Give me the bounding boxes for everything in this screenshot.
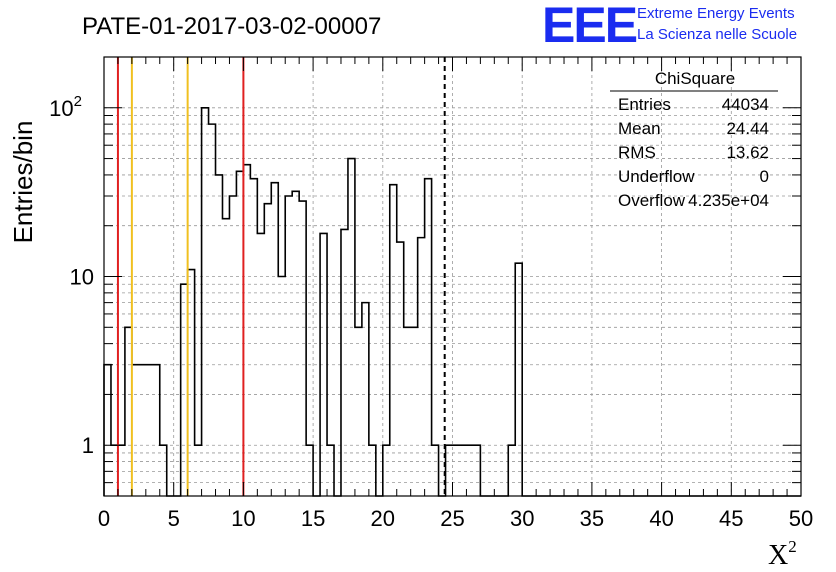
x-tick-label: 30 [510, 506, 534, 531]
x-tick-label: 25 [440, 506, 464, 531]
stats-label: Mean [618, 119, 661, 138]
x-tick-label: 40 [649, 506, 673, 531]
stats-value: 4.235e+04 [688, 191, 769, 210]
stats-label: Entries [618, 95, 671, 114]
logo-line-1: Extreme Energy Events [637, 5, 795, 22]
stats-value: 24.44 [726, 119, 769, 138]
stats-label: RMS [618, 143, 656, 162]
chart-title: PATE-01-2017-03-02-00007 [82, 13, 381, 40]
logo-letters: EEE [542, 0, 637, 53]
stats-label: Overflow [618, 191, 686, 210]
grid [104, 56, 801, 497]
x-axis-label-exponent: 2 [788, 537, 797, 556]
stats-title: ChiSquare [655, 69, 735, 88]
x-tick-label: 45 [719, 506, 743, 531]
y-tick-label: 102 [49, 93, 82, 121]
stats-value: 0 [760, 167, 769, 186]
x-tick-label: 5 [168, 506, 180, 531]
stats-value: 44034 [722, 95, 769, 114]
x-tick-label: 50 [789, 506, 813, 531]
y-tick-label: 1 [82, 433, 94, 458]
axes: 0 5 10 15 20 25 30 35 40 45 50 1 10 102 [49, 56, 813, 531]
x-tick-label: 0 [98, 506, 110, 531]
stats-box: ChiSquare Entries 44034 Mean 24.44 RMS 13.62 U… [610, 69, 778, 210]
logo-line-2: La Scienza nelle Scuole [637, 26, 797, 43]
x-tick-label: 20 [371, 506, 395, 531]
y-tick-label: 10 [70, 265, 94, 290]
x-axis-label-base: X [768, 540, 788, 571]
stats-value: 13.62 [726, 143, 769, 162]
stats-label: Underflow [618, 167, 695, 186]
y-axis-label: Entries/bin [8, 121, 38, 244]
x-tick-label: 35 [580, 506, 604, 531]
x-axis-label: X2 [768, 537, 797, 571]
x-tick-label: 15 [301, 506, 325, 531]
eee-logo: EEE Extreme Energy Events La Scienza nel… [542, 0, 797, 53]
x-tick-label: 10 [231, 506, 255, 531]
